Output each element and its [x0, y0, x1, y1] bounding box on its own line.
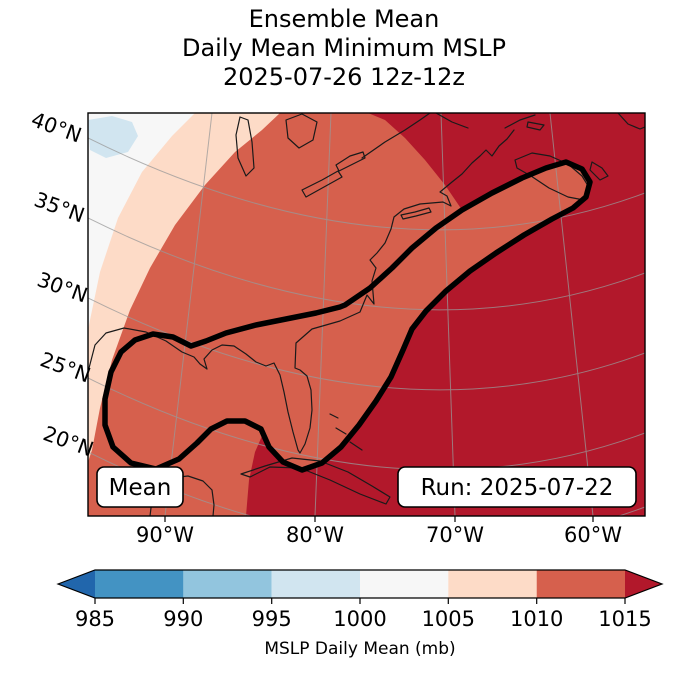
- lake-erie: [301, 170, 343, 198]
- cbar-label-985: 985: [75, 607, 115, 631]
- coastline-st-lawrence-north-shore: [435, 113, 536, 129]
- island-prince-edward: [526, 121, 545, 131]
- cbar-label-1000: 1000: [333, 607, 386, 631]
- filled-contours: [88, 113, 645, 516]
- gridline-lat-40n: [88, 137, 645, 231]
- mean-contour-layer: [102, 159, 593, 473]
- gridline-lon-90w: [164, 113, 213, 516]
- colorbar-tick-labels: 985 990 995 1000 1005 1010 1015: [75, 607, 652, 631]
- run-annotation-box: Run: 2025-07-22: [397, 466, 637, 508]
- fill-region-1000-1005: [88, 113, 195, 330]
- cbar-label-1015: 1015: [598, 607, 651, 631]
- lat-label-30n: 30°N: [34, 267, 91, 307]
- colorbar-axis-label: MSLP Daily Mean (mb): [264, 639, 455, 659]
- colorbar-segment-995-1000: [271, 570, 361, 598]
- island-cape-breton: [589, 161, 609, 181]
- mean-mslp-contour: [102, 159, 593, 473]
- title-line-3: 2025-07-26 12z-12z: [222, 63, 466, 91]
- lon-label-90w: 90°W: [136, 523, 194, 547]
- fill-region-1005-1010: [88, 113, 280, 462]
- island-cuba: [240, 457, 391, 505]
- run-box-label: Run: 2025-07-22: [421, 475, 614, 501]
- colorbar-segment-1000-1005: [360, 570, 449, 598]
- cbar-label-990: 990: [163, 607, 203, 631]
- coastline-gulf-and-east-coast: [88, 129, 515, 454]
- islands-bahamas: [329, 413, 363, 451]
- lon-label-80w: 80°W: [286, 523, 344, 547]
- gridline-lon-60w: [549, 113, 594, 516]
- lat-axis-labels: 40°N 35°N 30°N 25°N 20°N: [28, 107, 97, 461]
- gridline-lon-70w: [440, 113, 456, 516]
- fill-region-over-1015: [246, 113, 645, 516]
- lon-label-70w: 70°W: [426, 523, 484, 547]
- lon-axis-labels: 90°W 80°W 70°W 60°W: [136, 523, 622, 547]
- title-line-1: Ensemble Mean: [248, 5, 440, 33]
- lat-label-25n: 25°N: [37, 347, 94, 387]
- lat-label-40n: 40°N: [28, 107, 85, 147]
- figure-title: Ensemble Mean Daily Mean Minimum MSLP 20…: [0, 5, 688, 92]
- colorbar-segment-985-990: [95, 570, 184, 598]
- colorbar-segment-1005-1010: [448, 570, 537, 598]
- run-box-background: [397, 466, 637, 508]
- lake-ontario: [335, 151, 366, 172]
- colorbar-segment-990-995: [183, 570, 272, 598]
- lake-michigan: [235, 116, 255, 177]
- colorbar-segment-1010-1015: [536, 570, 625, 598]
- colorbar-tick-marks: [94, 598, 626, 604]
- mean-box-label: Mean: [109, 475, 172, 501]
- gridline-lat-25n: [88, 377, 645, 471]
- coastlines: [88, 113, 645, 516]
- coastline-st-lawrence-river: [361, 113, 431, 159]
- gridline-lon-80w: [314, 113, 332, 516]
- cbar-label-1010: 1010: [510, 607, 563, 631]
- lon-label-60w: 60°W: [564, 523, 622, 547]
- mean-box-background: [96, 466, 184, 508]
- cbar-label-1005: 1005: [422, 607, 475, 631]
- title-line-2: Daily Mean Minimum MSLP: [181, 34, 506, 62]
- map-border: [87, 112, 646, 517]
- colorbar-over-arrow: [625, 570, 662, 598]
- mean-annotation-box: Mean: [96, 466, 184, 508]
- bottom-axis-ticks: [164, 516, 594, 522]
- fill-region-995-1000: [88, 116, 138, 158]
- island-long-island: [400, 207, 432, 220]
- lat-label-35n: 35°N: [31, 187, 88, 227]
- cbar-label-995: 995: [252, 607, 292, 631]
- coastline-newfoundland: [617, 113, 645, 130]
- lake-huron: [285, 113, 318, 149]
- colorbar-under-arrow: [58, 570, 95, 598]
- colorbar: 985 990 995 1000 1005 1010 1015 MSLP Dai…: [56, 569, 664, 659]
- gridline-lat-35n: [88, 217, 645, 311]
